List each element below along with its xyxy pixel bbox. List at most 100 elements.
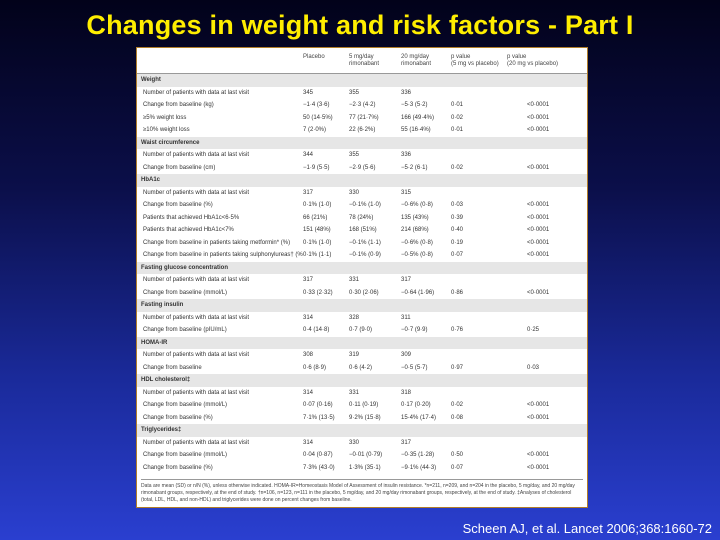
cell-p-5mg: 0·01: [451, 102, 464, 108]
cell-p-20mg: 0·03: [527, 364, 540, 371]
cell-20mg: 0·17 (0·20): [401, 402, 431, 408]
header-p-5mg: p value (5 mg vs placebo): [451, 54, 507, 68]
table-row: Change from baseline in patients taking …: [137, 249, 587, 262]
row-label: Patients that achieved HbA1c<6·5%: [143, 214, 240, 221]
row-label: ≥5% weight loss: [143, 114, 187, 121]
row-label: Number of patients with data at last vis…: [143, 277, 250, 283]
cell-5mg: 0·6 (4·2): [349, 364, 373, 371]
table-row: Number of patients with data at last vis…: [137, 274, 587, 287]
table-row: Number of patients with data at last vis…: [137, 387, 587, 400]
cell-p-20mg: [507, 149, 579, 162]
row-label: Change from baseline in patients taking …: [143, 239, 291, 246]
cell-placebo: 314: [303, 314, 314, 321]
table-row: Number of patients with data at last vis…: [137, 312, 587, 325]
cell-p-20mg: <0·0001: [527, 214, 550, 221]
cell-placebo: 314: [303, 439, 314, 446]
row-label: Number of patients with data at last vis…: [143, 89, 250, 96]
cell-5mg: 1·3% (35·1): [349, 464, 381, 471]
row-label: Change from baseline (%): [143, 464, 213, 471]
cell-20mg: 315: [401, 189, 412, 196]
cell-5mg: −0·1% (1·1): [349, 239, 381, 246]
cell-p-5mg: 0·02: [451, 114, 464, 121]
cell-placebo: −1·9 (5·5): [303, 164, 330, 171]
cell-p-5mg: 0·40: [451, 227, 464, 233]
cell-5mg: 168 (51%): [349, 227, 377, 233]
cell-5mg: 330: [349, 439, 360, 446]
cell-p-5mg: [451, 312, 507, 325]
row-label: Change from baseline (%): [143, 414, 213, 421]
cell-20mg: −0·64 (1·96): [401, 289, 435, 296]
table-footnote: Data are mean (SD) or n/N (%), unless ot…: [141, 479, 583, 504]
cell-5mg: −2·3 (4·2): [349, 102, 376, 108]
cell-5mg: 355: [349, 89, 360, 96]
cell-20mg: 166 (49·4%): [401, 114, 435, 121]
row-label: Change from baseline (pIU/mL): [143, 327, 227, 333]
cell-placebo: −1·4 (3·6): [303, 102, 330, 108]
row-label: Number of patients with data at last vis…: [143, 439, 250, 446]
row-label: Number of patients with data at last vis…: [143, 152, 250, 158]
cell-p-20mg: [507, 312, 579, 325]
row-label: Number of patients with data at last vis…: [143, 189, 250, 196]
cell-5mg: −0·01 (0·79): [349, 452, 383, 458]
cell-placebo: 7 (2·0%): [303, 127, 327, 133]
header-5mg-line1: 5 mg/day: [349, 54, 374, 60]
cell-placebo: 0·1% (1·0): [303, 239, 332, 246]
table-row: Change from baseline (mmol/L) 0·07 (0·16)…: [137, 399, 587, 412]
table-row: Number of patients with data at last vis…: [137, 87, 587, 100]
table-row: Patients that achieved HbA1c<7% 151 (48%)…: [137, 224, 587, 237]
cell-5mg: 0·7 (9·0): [349, 327, 373, 333]
cell-20mg: 309: [401, 352, 412, 358]
cell-placebo: 0·1% (1·1): [303, 252, 332, 258]
cell-p-5mg: [451, 349, 507, 362]
row-label: Change from baseline (cm): [143, 164, 216, 171]
cell-5mg: −0·1% (0·9): [349, 252, 381, 258]
cell-p-20mg: <0·0001: [527, 252, 550, 258]
table-row: Number of patients with data at last vis…: [137, 349, 587, 362]
cell-20mg: −0·6% (0·8): [401, 239, 433, 246]
cell-5mg: 328: [349, 314, 360, 321]
cell-5mg: 0·11 (0·19): [349, 402, 379, 408]
cell-p-20mg: <0·0001: [527, 402, 550, 408]
row-label: Patients that achieved HbA1c<7%: [143, 227, 234, 233]
row-label: Change from baseline (kg): [143, 102, 214, 108]
cell-p-20mg: <0·0001: [527, 464, 550, 471]
cell-p-20mg: <0·0001: [527, 289, 550, 296]
cell-20mg: 55 (16·4%): [401, 127, 431, 133]
cell-20mg: −0·6% (0·8): [401, 202, 433, 208]
cell-p-20mg: [507, 437, 579, 450]
table-header: Placebo 5 mg/day rimonabant 20 mg/day rimo…: [137, 48, 587, 74]
row-label: Change from baseline in patients taking …: [143, 252, 303, 258]
header-5mg: 5 mg/day rimonabant: [349, 54, 401, 68]
table-row: Change from baseline (kg) −1·4 (3·6) −2·3 …: [137, 99, 587, 112]
header-20mg-line2: rimonabant: [401, 61, 432, 67]
cell-p-20mg: <0·0001: [527, 202, 550, 208]
cell-20mg: 318: [401, 389, 412, 396]
cell-20mg: 317: [401, 277, 412, 283]
header-p-20mg-line2: (20 mg vs placebo): [507, 61, 559, 67]
row-label: Change from baseline (mmol/L): [143, 402, 228, 408]
header-5mg-line2: rimonabant: [349, 61, 380, 67]
header-p-20mg-line1: p value: [507, 54, 527, 60]
cell-20mg: 135 (43%): [401, 214, 429, 221]
cell-placebo: 308: [303, 352, 314, 358]
cell-placebo: 0·07 (0·16): [303, 402, 333, 408]
row-label: Number of patients with data at last vis…: [143, 352, 250, 358]
section-header: HDL cholesterol‡: [137, 374, 587, 387]
header-20mg-line1: 20 mg/day: [401, 54, 430, 60]
cell-placebo: 314: [303, 389, 314, 396]
table-body: Weight Number of patients with data at la…: [137, 74, 587, 474]
cell-p-5mg: 0·07: [451, 252, 464, 258]
cell-5mg: 330: [349, 189, 360, 196]
cell-20mg: −0·5% (0·8): [401, 252, 433, 258]
table-row: Change from baseline (%) 0·1% (1·0) −0·1% …: [137, 199, 587, 212]
cell-p-5mg: [451, 187, 507, 200]
cell-5mg: 331: [349, 277, 360, 283]
citation: Scheen AJ, et al. Lancet 2006;368:1660-7…: [462, 521, 712, 536]
cell-20mg: 214 (68%): [401, 227, 429, 233]
cell-p-5mg: 0·19: [451, 239, 464, 246]
row-label: ≥10% weight loss: [143, 127, 190, 133]
cell-p-5mg: 0·02: [451, 402, 464, 408]
section-header: HOMA-IR: [137, 336, 587, 349]
table-row: Change from baseline (cm) −1·9 (5·5) −2·9 …: [137, 162, 587, 175]
section-header: Weight: [137, 74, 587, 87]
